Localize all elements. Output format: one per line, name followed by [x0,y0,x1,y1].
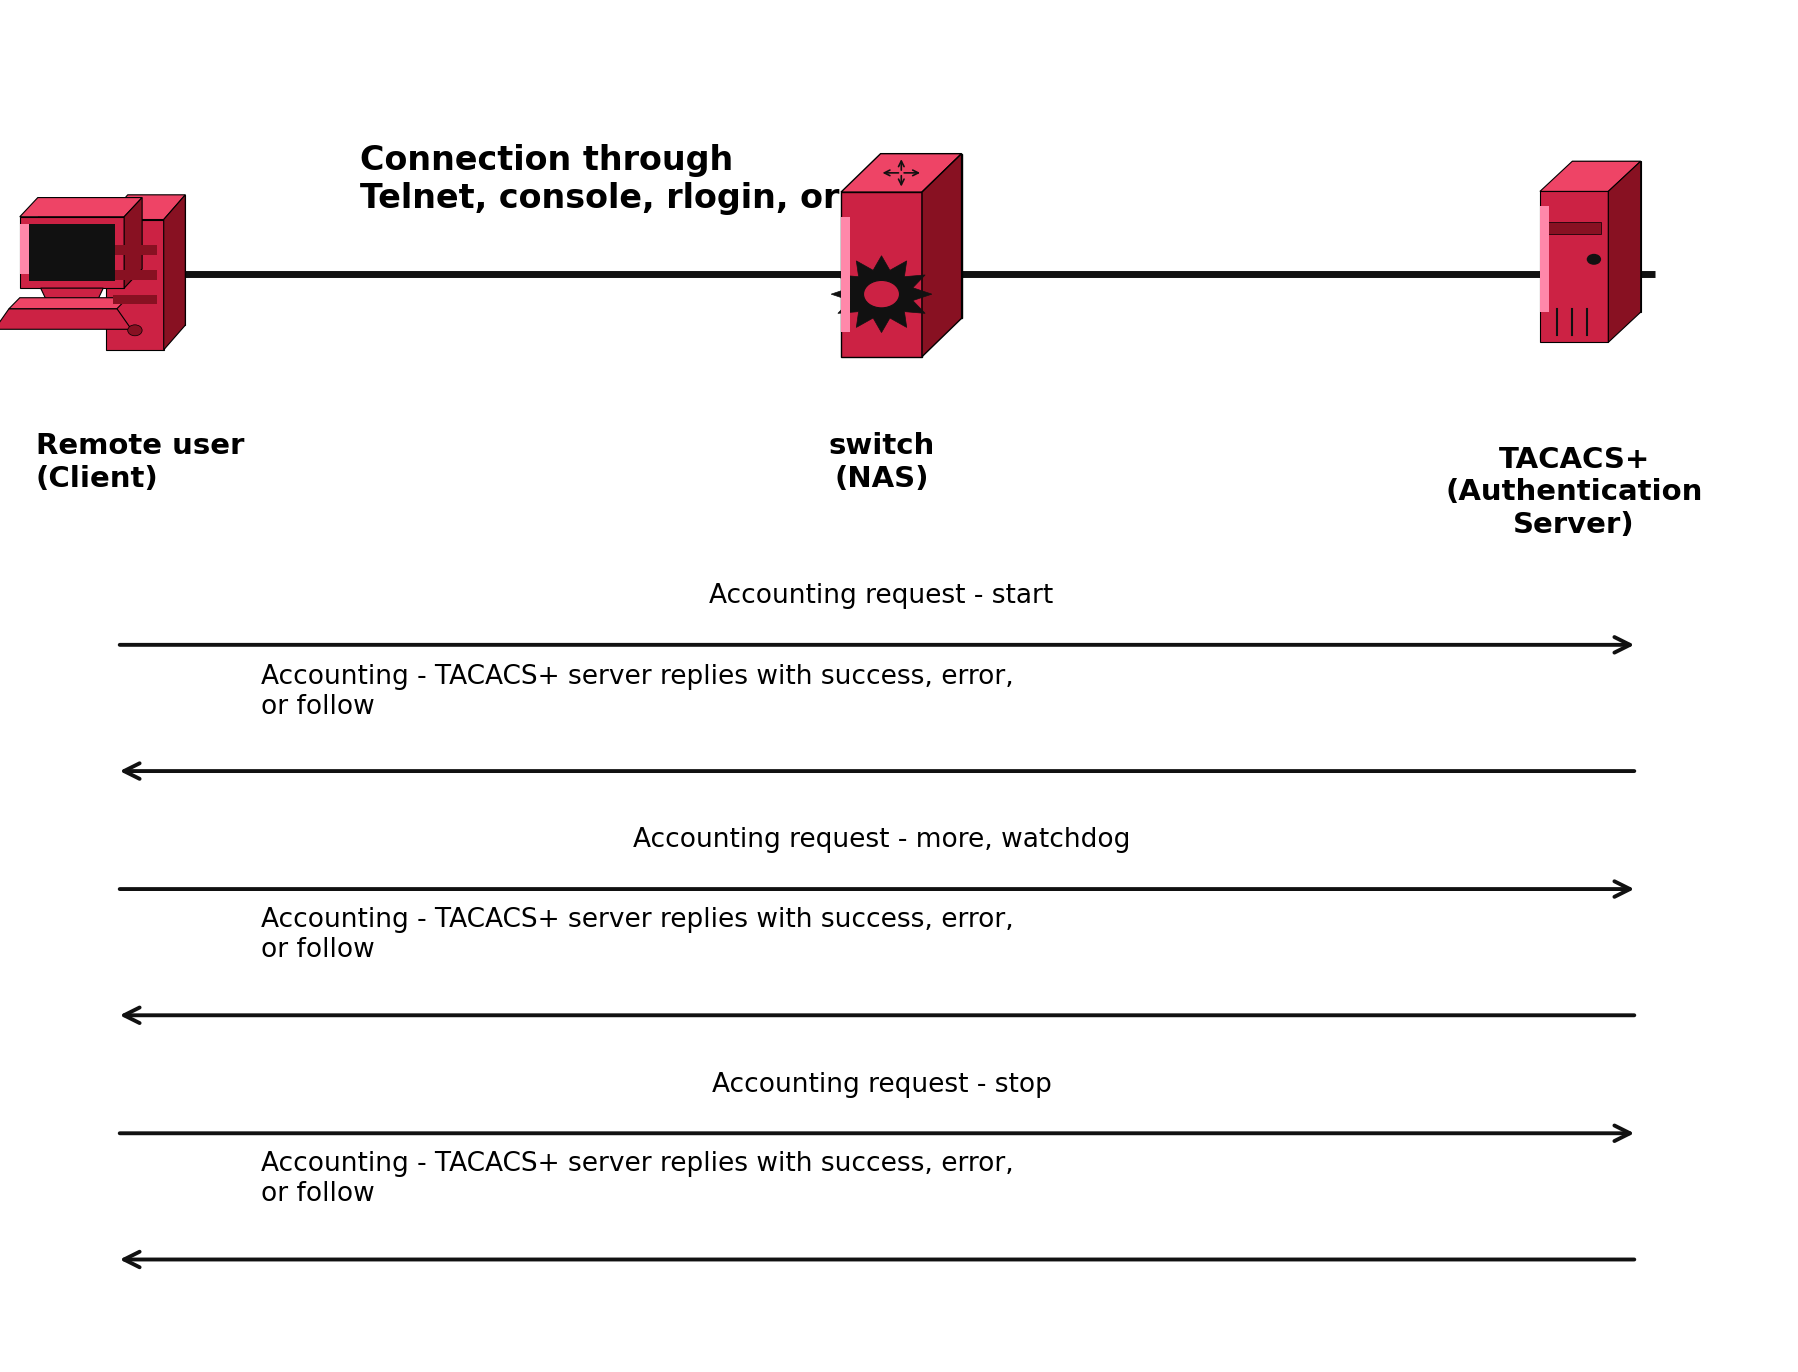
Polygon shape [1539,192,1607,342]
Polygon shape [41,288,102,309]
Text: Accounting - TACACS+ server replies with success, error,
or follow: Accounting - TACACS+ server replies with… [261,1151,1012,1207]
Polygon shape [840,192,921,357]
Polygon shape [1539,161,1640,192]
Polygon shape [164,195,185,350]
Polygon shape [9,298,128,309]
Polygon shape [124,198,142,288]
Text: Accounting request - stop: Accounting request - stop [712,1072,1050,1098]
Polygon shape [0,309,131,329]
Polygon shape [20,224,29,274]
Polygon shape [128,195,185,325]
Circle shape [1586,254,1600,265]
Polygon shape [1539,206,1548,311]
Polygon shape [840,217,849,332]
Circle shape [863,280,899,307]
Polygon shape [840,154,960,192]
Polygon shape [29,224,115,281]
Polygon shape [881,154,960,318]
Polygon shape [831,255,931,332]
Text: Accounting request - start: Accounting request - start [708,583,1054,609]
Polygon shape [1607,161,1640,342]
Polygon shape [38,198,142,269]
Polygon shape [20,217,124,288]
Text: Accounting - TACACS+ server replies with success, error,
or follow: Accounting - TACACS+ server replies with… [261,907,1012,963]
Text: Accounting request - more, watchdog: Accounting request - more, watchdog [633,827,1129,853]
Polygon shape [20,198,142,217]
Circle shape [128,325,142,336]
Polygon shape [921,154,960,357]
Text: switch
(NAS): switch (NAS) [827,432,935,493]
Text: Accounting - TACACS+ server replies with success, error,
or follow: Accounting - TACACS+ server replies with… [261,664,1012,720]
Text: TACACS+
(Authentication
Server): TACACS+ (Authentication Server) [1444,446,1703,539]
Polygon shape [106,220,164,350]
Polygon shape [1546,221,1600,233]
Polygon shape [106,195,185,220]
Polygon shape [113,270,156,280]
Polygon shape [1571,161,1640,311]
Polygon shape [113,295,156,305]
Text: Connection through
Telnet, console, rlogin, or SSH: Connection through Telnet, console, rlog… [360,144,924,215]
Polygon shape [113,246,156,255]
Text: Remote user
(Client): Remote user (Client) [36,432,245,493]
